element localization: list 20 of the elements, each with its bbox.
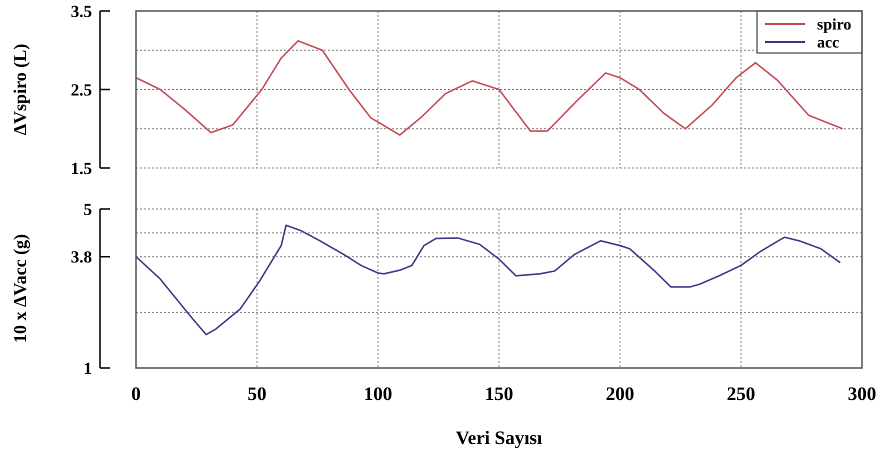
y-tick-label: 1.5 — [70, 158, 92, 178]
x-tick-label: 300 — [848, 384, 876, 405]
text: acc — [817, 34, 840, 52]
x-tick-label: 0 — [131, 384, 141, 405]
x-tick-label: 50 — [248, 384, 266, 405]
legend-label: spiro — [817, 16, 852, 34]
x-axis-title: Veri Sayısı — [456, 428, 542, 449]
x-tick-label: 250 — [726, 384, 756, 405]
y-tick-label: 5 — [84, 200, 92, 219]
y-axis-title: 10 x ΔVacc (g) — [10, 234, 30, 344]
y-tick-label: 1 — [84, 358, 92, 378]
y-tick-label: 2.5 — [70, 80, 92, 100]
x-tick-label: 200 — [606, 384, 634, 405]
y-axis-title: ΔVspiro (L) — [10, 44, 30, 136]
x-tick-label: 150 — [484, 384, 514, 405]
y-tick-label: 3.5 — [70, 2, 92, 21]
y-tick-label: 3.8 — [70, 248, 92, 267]
line-series — [135, 224, 842, 336]
x-tick-label: 100 — [364, 384, 392, 405]
line-series — [135, 40, 844, 136]
